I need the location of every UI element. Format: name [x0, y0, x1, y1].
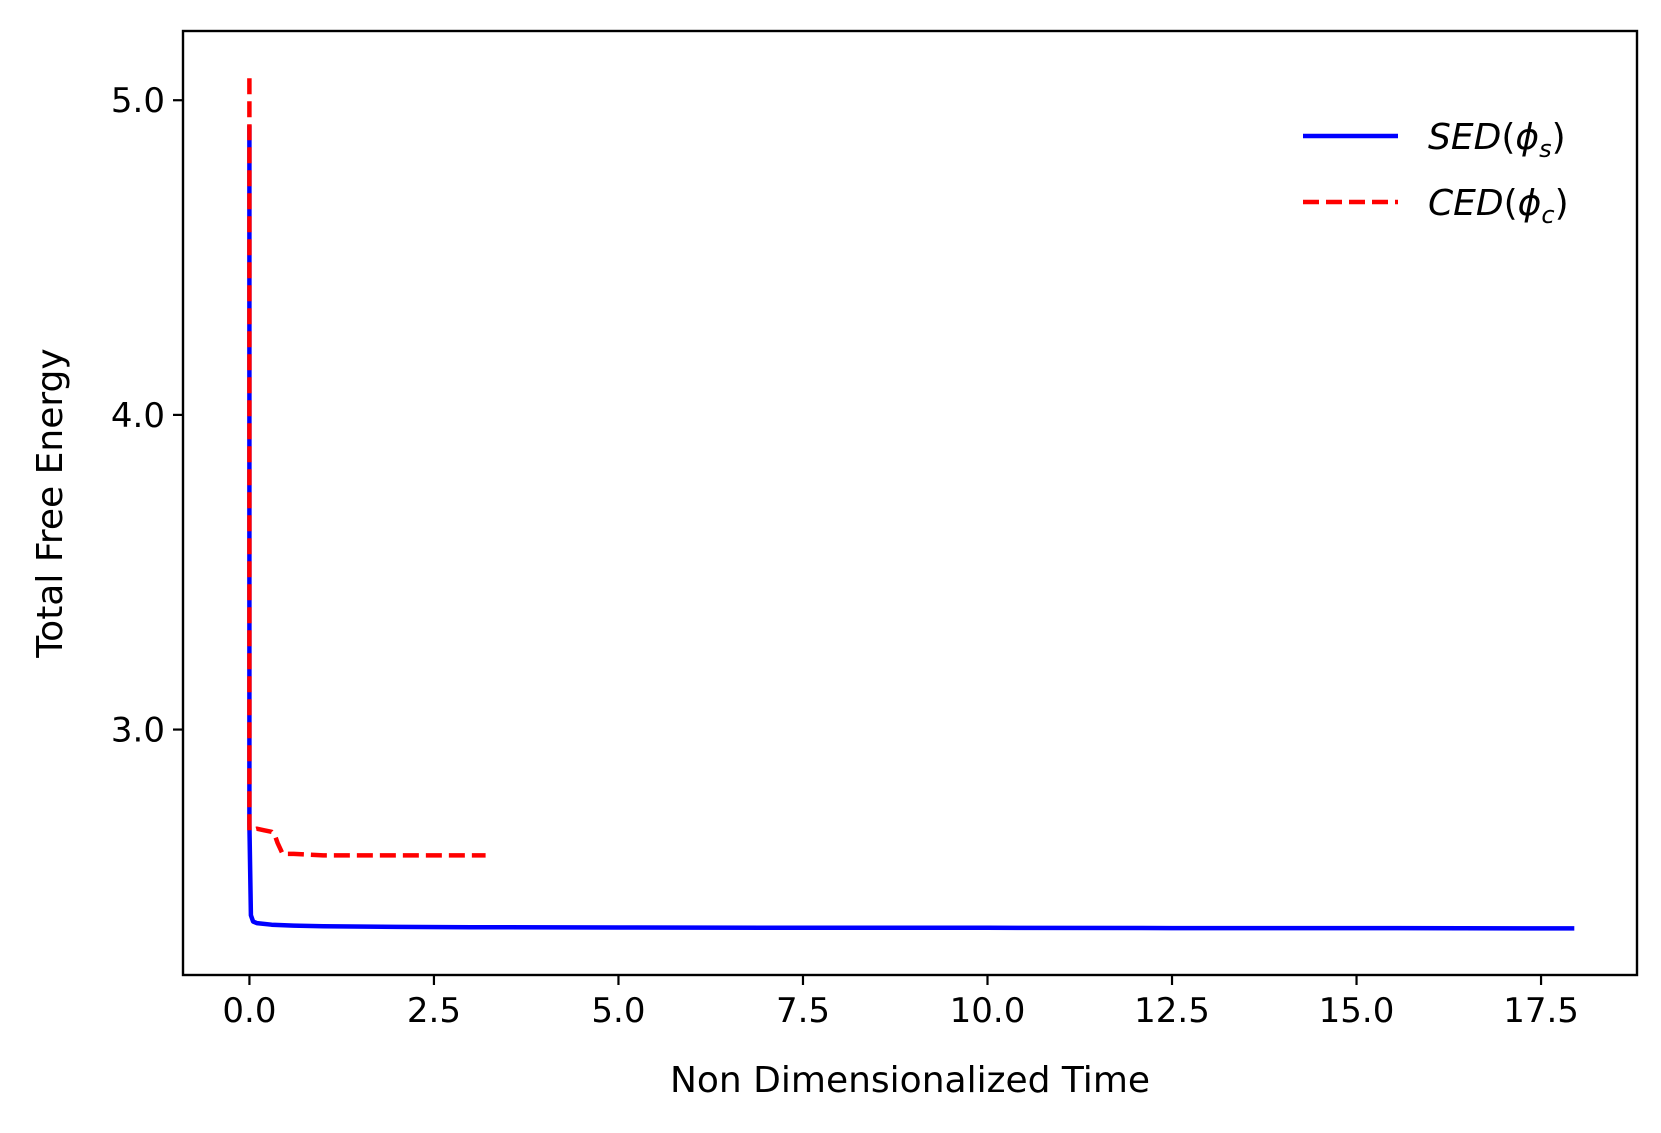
x-tick-label: 5.0 [591, 991, 645, 1031]
series-layer [247, 78, 1575, 931]
y-tick-label: 3.0 [111, 711, 165, 751]
series-ced-line [247, 78, 486, 858]
x-tick-label: 17.5 [1503, 991, 1579, 1031]
x-tick-label: 0.0 [222, 991, 276, 1031]
y-axis-label: Total Free Energy [30, 348, 71, 658]
series-sed-line [247, 125, 1575, 931]
legend-label-ced: CED(ϕc) [1428, 183, 1569, 229]
y-tick-label: 4.0 [111, 396, 165, 436]
x-tick-label: 10.0 [950, 991, 1026, 1031]
x-axis-ticks: 0.0 2.5 5.0 7.5 10.0 12.5 15.0 17.5 [222, 975, 1579, 1031]
x-tick-label: 7.5 [776, 991, 830, 1031]
x-tick-label: 15.0 [1319, 991, 1395, 1031]
legend: SED(ϕs) CED(ϕc) [1303, 117, 1569, 229]
legend-label-sed: SED(ϕs) [1428, 117, 1566, 163]
y-axis-ticks: 3.0 4.0 5.0 [111, 81, 183, 751]
y-tick-label: 5.0 [111, 81, 165, 121]
x-axis-label: Non Dimensionalized Time [670, 1060, 1150, 1101]
x-tick-label: 12.5 [1134, 991, 1210, 1031]
x-tick-label: 2.5 [407, 991, 461, 1031]
plot-frame [181, 29, 1639, 977]
